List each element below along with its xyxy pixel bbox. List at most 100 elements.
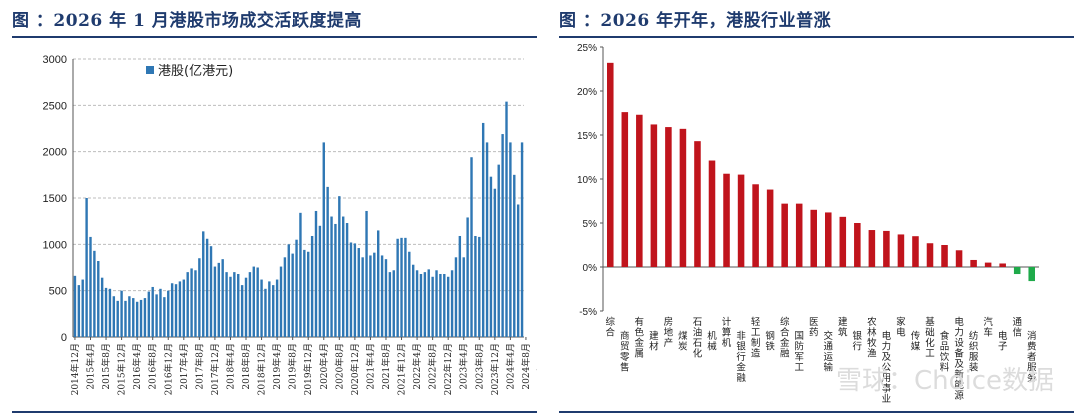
bar (310, 235, 314, 337)
bar (283, 257, 287, 337)
bar (124, 300, 127, 337)
bar (388, 272, 392, 337)
y-tick-label: 15% (577, 131, 597, 142)
x-category-label: 轻工制造 (751, 316, 761, 360)
x-category-label: 综合金融 (780, 316, 790, 360)
bar (252, 266, 255, 337)
bar (349, 242, 353, 337)
bar (912, 236, 919, 267)
bar (345, 223, 349, 337)
bar (454, 257, 458, 337)
bar (369, 255, 372, 337)
bar (450, 270, 454, 337)
bar (221, 259, 224, 337)
x-tick-label: 2015年8月 (100, 343, 112, 390)
x-category-label: 基础化工 (925, 316, 935, 360)
bar (458, 235, 462, 337)
x-tick-label: 2023年12月 (489, 343, 501, 395)
x-category-label: 交通运输 (824, 330, 834, 374)
bar (1013, 267, 1021, 275)
x-category-label: 通信 (1012, 317, 1022, 339)
bar (431, 276, 434, 337)
bar (520, 142, 524, 337)
bar (170, 283, 174, 337)
bar (883, 230, 890, 267)
bar (244, 277, 248, 337)
bar (481, 122, 485, 337)
x-tick-label: 2020年8月 (333, 343, 345, 390)
x-tick-label: 2019年4月 (271, 343, 283, 390)
bar (334, 223, 337, 337)
bar (694, 141, 701, 267)
bar (443, 273, 446, 337)
bar (516, 204, 520, 337)
bar (392, 270, 395, 337)
bar (307, 251, 310, 337)
x-tick-label: 2018年12月 (256, 343, 268, 395)
left-title-rule (12, 36, 537, 38)
y-tick-label: 1000 (43, 239, 67, 251)
bar (108, 288, 112, 337)
bar (462, 257, 465, 337)
bar (182, 279, 186, 337)
bar (446, 276, 450, 337)
bar (104, 287, 108, 337)
bar (708, 160, 716, 267)
bar (190, 268, 193, 337)
x-tick-label: 2017年8月 (193, 343, 205, 390)
bar (229, 276, 232, 337)
right-bottom-rule (559, 411, 1074, 413)
bar (237, 273, 240, 337)
right-chart-title: 图 ：2026 年开年，港股行业普涨 (559, 11, 832, 31)
bar (202, 231, 205, 337)
bar (384, 259, 388, 337)
bar (89, 236, 92, 337)
left-bottom-rule (12, 411, 537, 413)
bar (342, 216, 345, 337)
bar (404, 237, 407, 337)
bar (926, 243, 934, 267)
x-category-label: 非银行金融 (736, 330, 746, 384)
left-chart-title: 图 ：2026 年 1 月港股市场成交活跃度提高 (12, 11, 362, 31)
y-tick-label: 1500 (43, 193, 67, 205)
bar (318, 225, 322, 337)
x-tick-label: 2022年8月 (427, 343, 439, 390)
bar (151, 286, 154, 337)
bar (93, 250, 96, 337)
bar (415, 270, 419, 337)
bar (116, 300, 119, 337)
bar (766, 189, 774, 267)
y-tick-label: 2500 (43, 100, 67, 112)
bar (85, 198, 88, 337)
x-category-label: 商贸零售 (620, 330, 630, 374)
bar (112, 296, 116, 337)
x-category-label: 建筑 (838, 316, 848, 339)
bar (373, 252, 376, 337)
x-category-label: 消费者服务 (1027, 330, 1037, 384)
bar (795, 203, 803, 267)
bar (353, 243, 357, 337)
y-tick-label: 0 (61, 332, 67, 344)
bar (636, 114, 643, 267)
bar (1028, 267, 1035, 282)
bar (839, 216, 847, 267)
bar (509, 142, 512, 337)
bar (213, 266, 217, 337)
bar (178, 281, 182, 337)
bar (854, 223, 861, 267)
x-tick-label: 2019年12月 (302, 343, 314, 395)
bar (147, 291, 151, 337)
bar (439, 273, 442, 337)
x-tick-label: 2016年8月 (147, 343, 159, 390)
bar (186, 272, 189, 337)
x-tick-label: 2024年12月 (536, 343, 538, 395)
x-category-label: 银行 (853, 330, 863, 353)
bar (868, 230, 876, 267)
x-category-label: 计算机 (722, 316, 732, 349)
x-category-label: 钢铁 (765, 330, 775, 353)
bar (411, 264, 415, 337)
bar (897, 234, 905, 267)
bar (489, 176, 493, 337)
bar (205, 238, 209, 337)
bar (485, 142, 489, 337)
